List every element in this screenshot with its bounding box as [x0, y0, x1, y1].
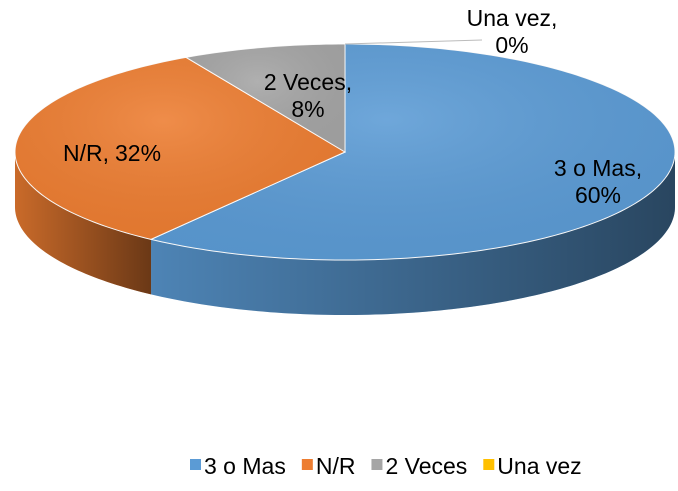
- legend-label: Una vez: [497, 453, 581, 479]
- data-label-separator: ,: [103, 140, 109, 166]
- legend-swatch: [190, 459, 201, 470]
- data-label-separator: ,: [346, 69, 352, 95]
- data-label-value: 8%: [291, 96, 324, 122]
- pie-slice-shade: [151, 44, 675, 260]
- pie-side-shade: [151, 152, 675, 315]
- data-label-category: Una vez: [467, 5, 551, 31]
- leader-line: [344, 39, 483, 45]
- data-label-separator: ,: [636, 155, 642, 181]
- legend-label: 2 Veces: [385, 453, 467, 479]
- data-label-category: N/R: [63, 140, 103, 166]
- data-label-value: 0%: [495, 32, 528, 58]
- legend: 3 o Mas N/R 2 Veces Una vez: [190, 453, 582, 479]
- data-label-category: 2 Veces: [264, 69, 346, 95]
- legend-label: N/R: [316, 453, 356, 479]
- pie-side-shade: [15, 152, 152, 295]
- data-label-value: 32%: [115, 140, 161, 166]
- data-labels: 3 o Mas,60%N/R, 32%2 Veces,8%Una vez,0%: [63, 5, 642, 208]
- data-label-category: 3 o Mas: [554, 155, 636, 181]
- pie-slice-shade: [186, 44, 345, 152]
- data-label: N/R, 32%: [63, 140, 161, 166]
- pie-slice-shade: [15, 57, 346, 240]
- legend-label: 3 o Mas: [204, 453, 286, 479]
- legend-swatch: [371, 459, 383, 470]
- legend-swatch: [301, 459, 313, 470]
- pie: [14, 43, 676, 315]
- data-label-name: Una vez,: [467, 5, 558, 31]
- data-label-name: 3 o Mas,: [554, 155, 642, 181]
- data-label-separator: ,: [551, 5, 557, 31]
- data-label-name: 2 Veces,: [264, 69, 352, 95]
- legend-swatch: [483, 459, 495, 470]
- data-label-value: 60%: [575, 182, 621, 208]
